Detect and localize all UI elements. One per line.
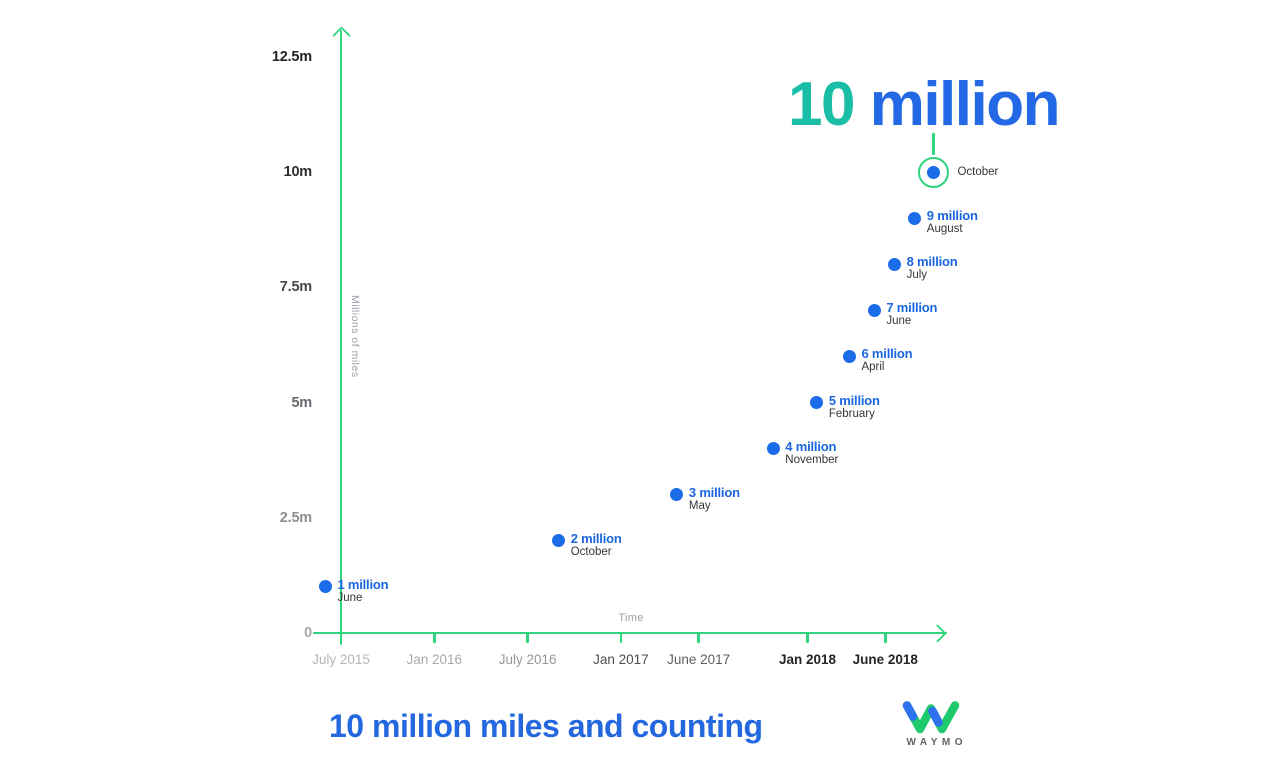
waymo-w-icon xyxy=(902,701,960,734)
x-tick-label: Jan 2017 xyxy=(593,652,649,667)
y-tick-label: 10m xyxy=(283,164,313,180)
data-point-month-label: February xyxy=(828,407,875,420)
data-point-label: 8 million July xyxy=(907,255,958,282)
y-tick-label: 12.5m xyxy=(271,48,312,65)
data-point-dot xyxy=(842,349,856,363)
data-point-label: 3 million May xyxy=(688,484,740,513)
x-tick-mark xyxy=(697,633,700,643)
y-axis-title: Millions of miles xyxy=(349,295,361,378)
data-point-value-label: 1 million xyxy=(337,576,389,592)
data-point-value-label: 2 million xyxy=(570,530,622,546)
x-axis-arrow-icon xyxy=(928,623,947,643)
x-tick-mark xyxy=(526,633,529,643)
y-tick-label: 0 xyxy=(304,625,312,641)
data-point-label: 5 million February xyxy=(828,392,880,421)
highlight-month-label: October xyxy=(957,166,999,178)
data-point-dot xyxy=(908,211,922,225)
headline-number: 10 xyxy=(788,70,855,139)
caption: 10 million miles and counting xyxy=(329,708,763,744)
x-tick-label: July 2015 xyxy=(312,652,370,667)
data-point-dot xyxy=(867,303,881,317)
data-point-value-label: 4 million xyxy=(785,438,837,454)
data-point-month-label: November xyxy=(785,453,839,466)
data-point-value-label: 7 million xyxy=(886,300,938,316)
y-tick-label: 2.5m xyxy=(279,509,312,526)
x-axis-title: Time xyxy=(618,612,644,624)
highlight-ring xyxy=(917,156,949,188)
data-point-dot xyxy=(766,442,780,456)
x-tick-label: Jan 2016 xyxy=(406,652,463,667)
y-tick-label: 5m xyxy=(291,394,312,411)
waymo-wordmark: WAYMO xyxy=(906,737,967,748)
data-point-value-label: 3 million xyxy=(688,484,740,500)
y-axis-arrow-icon xyxy=(331,26,351,45)
x-axis-line xyxy=(313,631,947,635)
data-point-dot xyxy=(670,488,684,502)
data-point-month-label: April xyxy=(861,361,885,374)
headline-word: million xyxy=(853,70,1061,139)
y-axis-line xyxy=(339,30,343,645)
waymo-logo: WAYMO xyxy=(902,698,962,750)
data-point-month-label: May xyxy=(688,499,711,512)
data-point-month-label: July xyxy=(906,269,928,282)
x-tick-mark xyxy=(433,633,436,643)
data-point-value-label: 9 million xyxy=(926,208,978,224)
x-tick-mark xyxy=(883,633,887,643)
y-tick-label: 7.5m xyxy=(279,279,312,296)
data-point-dot xyxy=(318,580,332,594)
data-point-value-label: 8 million xyxy=(906,254,958,270)
data-point-month-label: October xyxy=(570,545,612,558)
data-point-label: 7 million June xyxy=(886,301,937,328)
data-point-dot xyxy=(810,396,824,409)
headline: 10 million xyxy=(788,74,1060,144)
x-tick-label: June 2017 xyxy=(667,652,731,667)
title-connector-line xyxy=(932,133,935,155)
data-point-value-label: 6 million xyxy=(861,346,913,362)
data-point-label: 2 million October xyxy=(570,530,622,559)
data-point-label: 4 million November xyxy=(785,438,839,467)
data-point-value-label: 5 million xyxy=(828,392,880,408)
data-point-label: 6 million April xyxy=(861,347,912,374)
data-point-month-label: June xyxy=(337,591,363,604)
data-point-dot xyxy=(552,534,566,548)
x-tick-label: July 2016 xyxy=(498,652,557,667)
x-tick-label: Jan 2018 xyxy=(778,652,837,667)
data-point-month-label: August xyxy=(926,223,963,236)
x-tick-mark xyxy=(619,633,623,643)
x-tick-mark xyxy=(806,633,809,643)
x-tick-label: June 2018 xyxy=(852,652,918,667)
data-point-label: 9 million August xyxy=(927,209,978,236)
data-point-label: 1 million June xyxy=(337,576,389,605)
data-point-dot xyxy=(888,257,902,271)
data-point-month-label: June xyxy=(886,315,912,328)
